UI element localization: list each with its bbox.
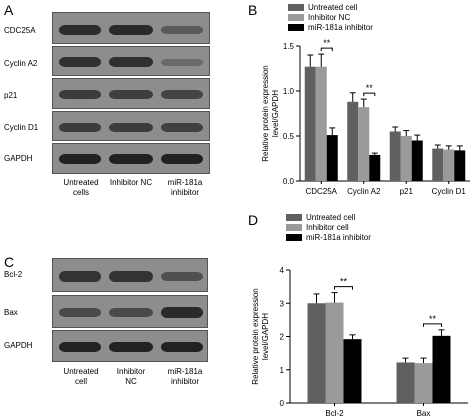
chart-d-legend-label: Untreated cell (306, 213, 356, 222)
blot-label-gapdh-a: GAPDH (4, 154, 33, 163)
chart-d-y-tick-label: 3 (280, 299, 285, 308)
chart-d-legend-label: miR-181a inhibitor (306, 233, 371, 242)
chart-b-legend-swatch (288, 14, 304, 21)
lane-label-inhibitor-nc-c: Inhibitor NC (116, 367, 146, 386)
chart-d-bar (307, 303, 326, 403)
panel-label-b: B (248, 2, 258, 18)
chart-d-significance-bracket (334, 286, 353, 290)
chart-b-bar (411, 140, 423, 181)
chart-b-y-tick-label: 1.0 (283, 87, 295, 96)
chart-d-bar (432, 335, 451, 403)
blot-label-p21: p21 (4, 91, 18, 100)
chart-b-bar (389, 131, 401, 181)
blot-label-gapdh-c: GAPDH (4, 341, 33, 350)
chart-b-significance-label: ** (366, 83, 374, 93)
chart-b-bar (400, 136, 412, 181)
chart-b-bar (326, 135, 338, 181)
chart-d-y-tick-label: 2 (280, 333, 285, 342)
chart-b-bar (443, 149, 455, 181)
chart-b-y-tick-label: 0.5 (283, 132, 295, 141)
chart-b-bar (369, 154, 381, 181)
chart-b-legend-label: miR-181a inhibitor (308, 23, 373, 32)
chart-b-legend-label: Inhibitor NC (308, 13, 350, 22)
chart-b-bar (358, 107, 370, 181)
blot-strip-bax (52, 295, 208, 328)
chart-b-bar (347, 101, 359, 181)
chart-d-bar (325, 302, 344, 403)
chart-d-x-tick-label: Bcl-2 (325, 409, 344, 418)
chart-d-y-tick-label: 0 (280, 399, 285, 408)
chart-b-legend-swatch (288, 4, 304, 11)
blot-strip-gapdh-a (52, 143, 210, 174)
chart-b-bar (315, 66, 327, 181)
lane-label-mir181a-a: miR-181a inhibitor (167, 178, 203, 197)
blot-label-bcl2: Bcl-2 (4, 270, 23, 279)
chart-d-svg: 0 1 2 3 4 Relative protein expression level/GA… (251, 213, 468, 418)
chart-d-bar (396, 362, 415, 403)
blot-label-cyclin-d1: Cyclin D1 (4, 123, 39, 132)
blot-label-cdc25a: CDC25A (4, 26, 36, 35)
chart-d-legend-swatch (286, 214, 302, 221)
chart-d-y-tick-label: 4 (280, 266, 285, 275)
chart-d-legend-swatch (286, 224, 302, 231)
chart-b-bar (432, 148, 444, 181)
chart-d-x-tick-label: Bax (417, 409, 431, 418)
chart-b-bar (304, 66, 316, 181)
panel-label-a: A (4, 2, 14, 18)
chart-b-legend-label: Untreated cell (308, 3, 358, 12)
chart-b-x-tick-label: Cyclin A2 (347, 187, 381, 196)
chart-b-y-axis-title: Relative protein expression (261, 65, 270, 162)
lane-label-untreated-c: Untreated cell (63, 367, 99, 386)
chart-b-significance-bracket (363, 92, 376, 97)
chart-d-y-axis-title-line2: level/GAPDH (261, 313, 270, 360)
lane-label-mir181a-c: miR-181a inhibitor (167, 367, 203, 386)
blot-label-cyclin-a2: Cyclin A2 (4, 59, 38, 68)
chart-b-y-tick-label: 1.5 (283, 42, 295, 51)
chart-b-significance-bracket (320, 47, 333, 52)
chart-b-x-tick-label: p21 (400, 187, 414, 196)
chart-b-y-axis-title-line2: level/GAPDH (271, 90, 280, 137)
chart-b-y-tick-label: 0.0 (283, 177, 295, 186)
blot-strip-cdc25a (52, 12, 210, 44)
chart-b-x-tick-label: CDC25A (305, 187, 337, 196)
blot-label-bax: Bax (4, 308, 18, 317)
lane-label-untreated-a: Untreated cells (63, 178, 99, 197)
lane-label-inhibitor-nc-a: Inhibitor NC (109, 178, 153, 187)
chart-b-significance-label: ** (323, 38, 331, 48)
panel-label-d: D (248, 212, 259, 228)
blot-strip-cyclin-a2 (52, 46, 210, 76)
chart-d-significance-label: ** (429, 314, 437, 324)
blot-strip-p21 (52, 78, 210, 109)
blot-strip-gapdh-c (52, 330, 208, 362)
chart-d-y-axis-title: Relative protein expression (251, 288, 260, 385)
chart-b-bar (454, 150, 466, 181)
panel-label-c: C (4, 254, 15, 270)
chart-d-bar (414, 363, 433, 403)
blot-strip-cyclin-d1 (52, 111, 210, 141)
chart-d-y-tick-label: 1 (280, 366, 285, 375)
chart-d-significance-label: ** (340, 277, 348, 287)
chart-d-legend-swatch (286, 234, 302, 241)
blot-strip-bcl2 (52, 258, 208, 292)
chart-d-legend-label: Inhibitor cell (306, 223, 349, 232)
chart-d-bar (343, 339, 362, 403)
chart-b-legend-swatch (288, 24, 304, 31)
chart-b-svg: 0.0 0.5 1.0 1.5 Relative protein expression l… (261, 3, 470, 196)
chart-b-x-tick-label: Cyclin D1 (432, 187, 467, 196)
chart-d-significance-bracket (423, 323, 442, 327)
